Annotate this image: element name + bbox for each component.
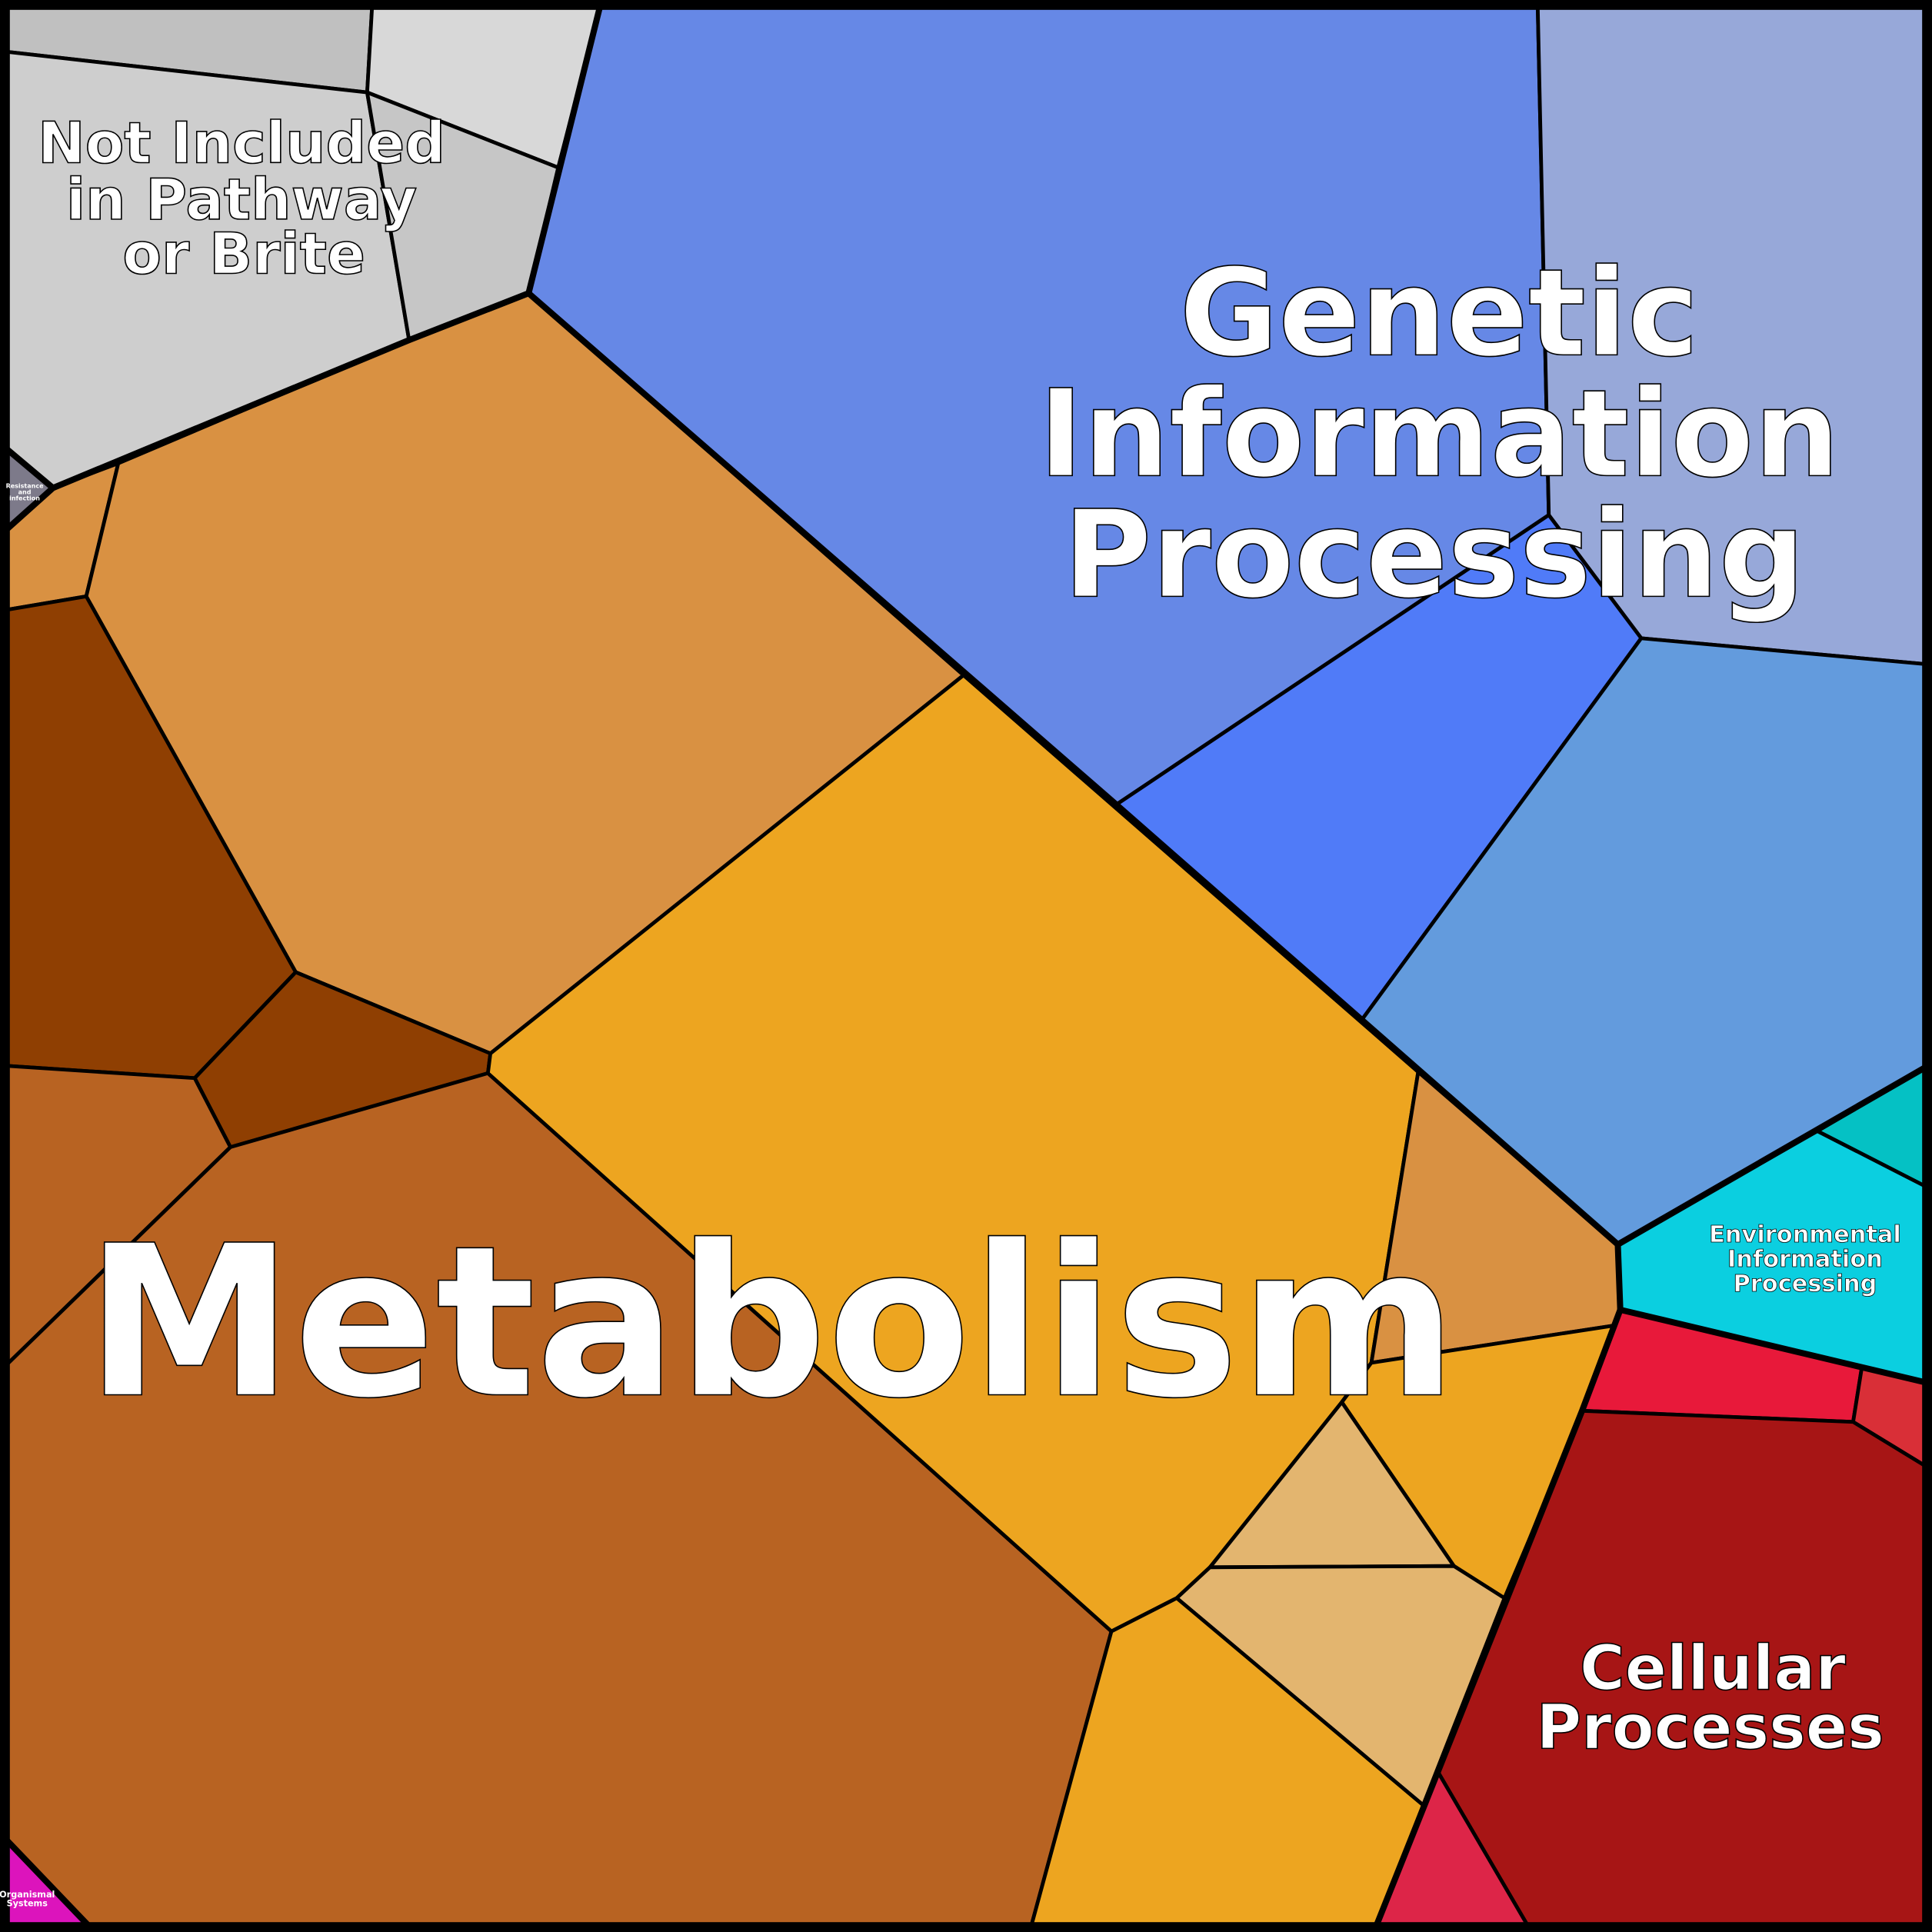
group-border xyxy=(4,446,55,491)
group-genetic xyxy=(526,4,1928,1247)
svg-text:Not Included: Not Included xyxy=(38,111,445,176)
label-organismal: Organismal Systems xyxy=(0,1890,55,1908)
label-resistance: Resistance and infection xyxy=(6,482,45,501)
group-border xyxy=(1373,1308,1624,1927)
svg-text:Processing: Processing xyxy=(1734,1271,1877,1297)
label-metabolism: Metabolism xyxy=(85,1201,1457,1445)
svg-text:Environmental: Environmental xyxy=(1709,1221,1901,1248)
svg-text:Resistance: Resistance xyxy=(6,482,45,489)
group-border xyxy=(4,5,604,532)
svg-text:Genetic: Genetic xyxy=(1179,243,1699,384)
label-genetic: Genetic Information Processing xyxy=(1038,243,1840,627)
svg-text:Organismal: Organismal xyxy=(0,1890,55,1900)
svg-text:or Brite: or Brite xyxy=(122,222,365,288)
group-border xyxy=(4,1837,92,1928)
svg-text:and: and xyxy=(18,488,32,495)
svg-text:Systems: Systems xyxy=(7,1898,48,1908)
svg-text:Information: Information xyxy=(1038,364,1840,505)
svg-text:Processing: Processing xyxy=(1063,485,1805,625)
label-environmental: Environmental Information Processing xyxy=(1709,1221,1902,1297)
group-border xyxy=(526,291,1927,1248)
label-cellular: Cellular Processes xyxy=(1536,1632,1885,1764)
svg-text:Processes: Processes xyxy=(1536,1691,1884,1763)
svg-text:infection: infection xyxy=(9,495,40,501)
svg-text:in Pathway: in Pathway xyxy=(66,168,417,233)
svg-text:Information: Information xyxy=(1727,1246,1883,1273)
label-not-included: Not Included in Pathway or Brite xyxy=(37,111,446,288)
svg-text:Cellular: Cellular xyxy=(1580,1632,1847,1704)
